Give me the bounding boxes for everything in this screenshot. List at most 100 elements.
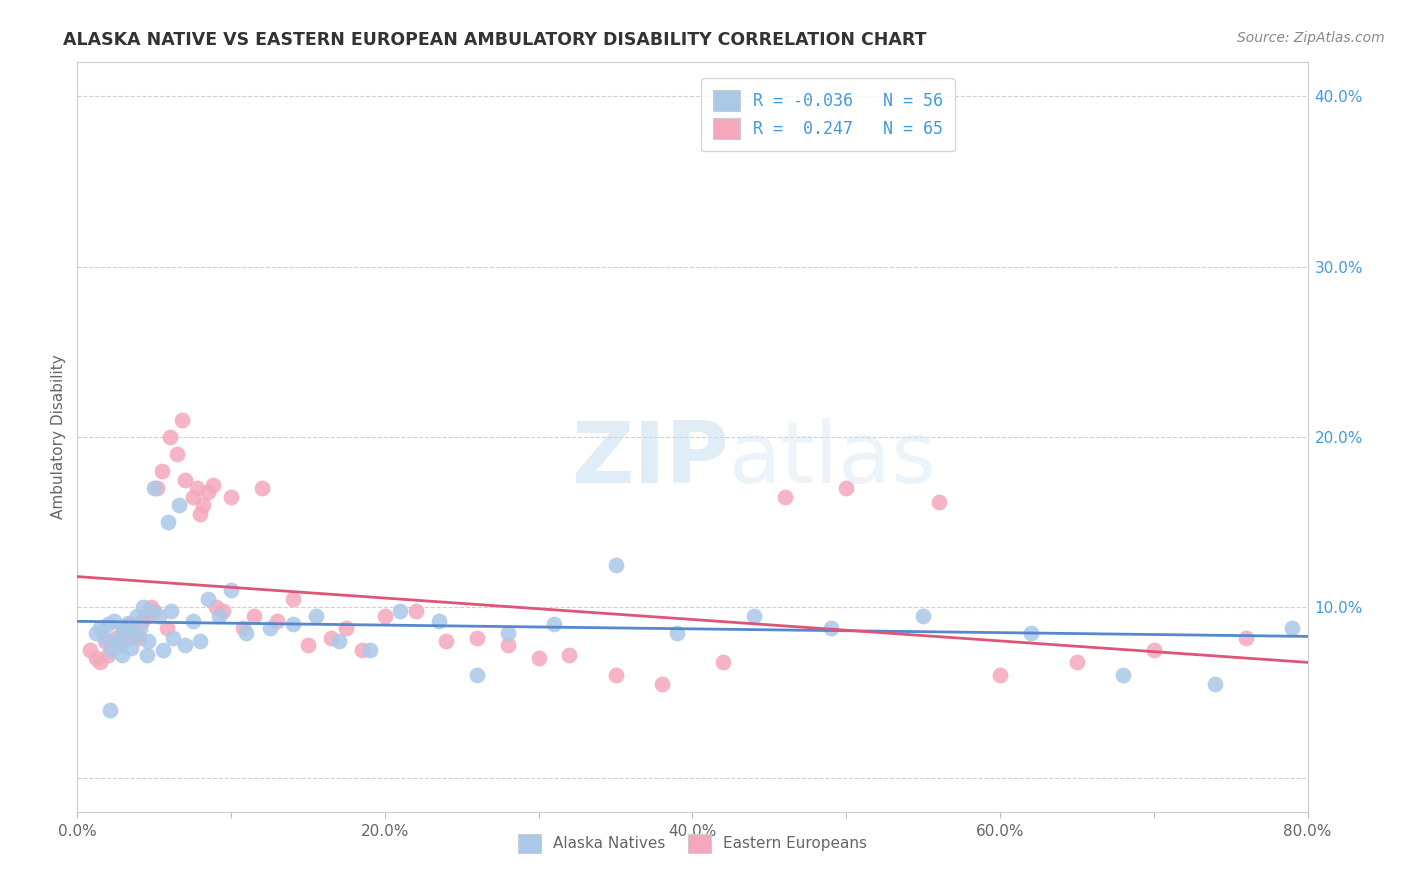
Point	[1112, 668, 1135, 682]
Point	[132, 600, 155, 615]
Point	[160, 604, 183, 618]
Point	[136, 634, 159, 648]
Point	[97, 617, 120, 632]
Point	[605, 558, 627, 572]
Point	[143, 481, 166, 495]
Point	[711, 655, 734, 669]
Point	[112, 621, 135, 635]
Point	[820, 621, 842, 635]
Point	[436, 634, 458, 648]
Point	[141, 604, 163, 618]
Point	[127, 608, 149, 623]
Point	[155, 621, 177, 635]
Point	[266, 614, 288, 628]
Point	[114, 621, 136, 635]
Point	[201, 477, 224, 491]
Point	[742, 608, 765, 623]
Point	[835, 481, 858, 495]
Point	[143, 604, 166, 618]
Point	[167, 498, 190, 512]
Legend: Alaska Natives, Eastern Europeans: Alaska Natives, Eastern Europeans	[510, 826, 875, 860]
Point	[188, 507, 212, 521]
Point	[1405, 702, 1406, 716]
Point	[89, 621, 111, 635]
Point	[131, 614, 153, 628]
Point	[1281, 621, 1303, 635]
Point	[110, 638, 132, 652]
Point	[135, 608, 157, 623]
Point	[197, 591, 219, 606]
Point	[141, 600, 163, 615]
Point	[100, 643, 122, 657]
Point	[1374, 672, 1396, 686]
Point	[666, 626, 689, 640]
Point	[128, 631, 150, 645]
Point	[89, 655, 111, 669]
Point	[389, 604, 412, 618]
Text: atlas: atlas	[730, 418, 938, 501]
Point	[122, 629, 145, 643]
Point	[104, 631, 127, 645]
Text: ZIP: ZIP	[572, 418, 730, 501]
Point	[181, 614, 204, 628]
Point	[1066, 655, 1088, 669]
Point	[1389, 682, 1406, 697]
Point	[297, 638, 319, 652]
Point	[527, 651, 550, 665]
Point	[543, 617, 565, 632]
Point	[465, 631, 488, 645]
Point	[232, 621, 254, 635]
Point	[181, 490, 204, 504]
Point	[157, 515, 180, 529]
Point	[152, 643, 174, 657]
Point	[219, 583, 242, 598]
Point	[159, 430, 181, 444]
Point	[928, 495, 950, 509]
Point	[79, 643, 101, 657]
Point	[115, 631, 138, 645]
Point	[84, 626, 107, 640]
Point	[605, 668, 627, 682]
Point	[465, 668, 488, 682]
Point	[197, 484, 219, 499]
Point	[150, 464, 173, 478]
Point	[186, 481, 208, 495]
Point	[204, 600, 226, 615]
Point	[112, 624, 135, 639]
Point	[335, 621, 357, 635]
Point	[328, 634, 350, 648]
Point	[1234, 631, 1257, 645]
Point	[259, 621, 281, 635]
Point	[117, 615, 139, 630]
Text: ALASKA NATIVE VS EASTERN EUROPEAN AMBULATORY DISABILITY CORRELATION CHART: ALASKA NATIVE VS EASTERN EUROPEAN AMBULA…	[63, 31, 927, 49]
Point	[111, 648, 134, 662]
Text: Source: ZipAtlas.com: Source: ZipAtlas.com	[1237, 31, 1385, 45]
Point	[1204, 677, 1226, 691]
Point	[84, 651, 107, 665]
Point	[235, 626, 257, 640]
Point	[174, 638, 197, 652]
Point	[496, 626, 519, 640]
Point	[773, 490, 796, 504]
Point	[110, 638, 132, 652]
Point	[912, 608, 935, 623]
Point	[374, 608, 396, 623]
Point	[208, 608, 231, 623]
Point	[319, 631, 342, 645]
Point	[105, 634, 128, 648]
Point	[1327, 665, 1350, 679]
Point	[350, 643, 373, 657]
Point	[281, 591, 304, 606]
Point	[558, 648, 581, 662]
Point	[281, 617, 304, 632]
Point	[98, 702, 121, 716]
Point	[188, 634, 212, 648]
Point	[1019, 626, 1042, 640]
Point	[94, 634, 117, 648]
Point	[243, 608, 266, 623]
Point	[496, 638, 519, 652]
Y-axis label: Ambulatory Disability: Ambulatory Disability	[51, 355, 66, 519]
Point	[125, 626, 148, 640]
Point	[250, 481, 273, 495]
Point	[988, 668, 1011, 682]
